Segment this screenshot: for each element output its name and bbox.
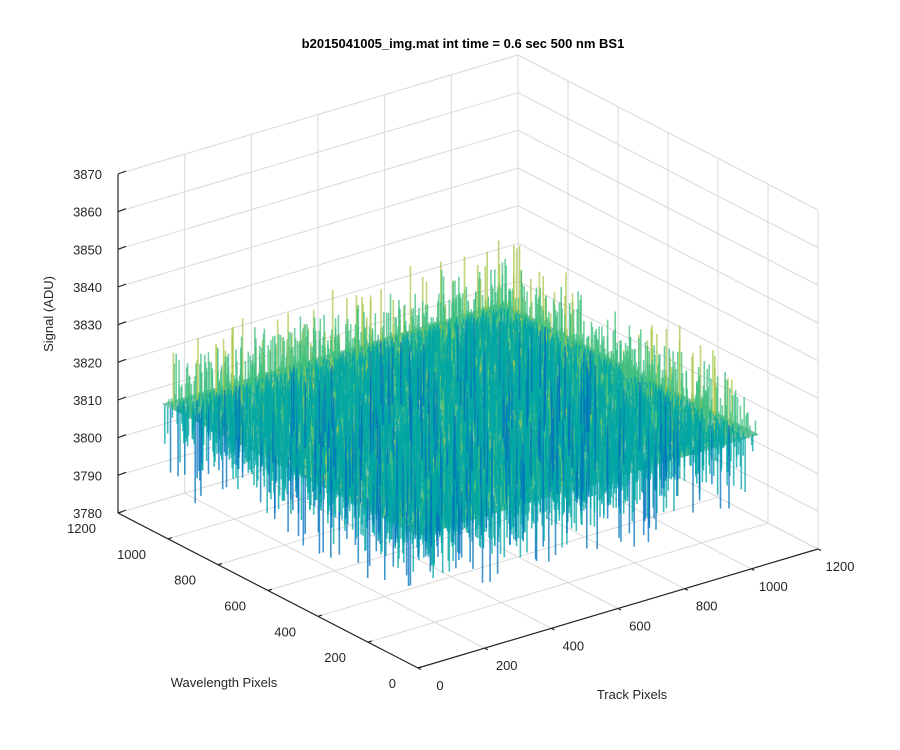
grid-line [367,522,769,643]
noise-surface [162,240,760,586]
grid-line [317,496,719,617]
chart-title: b2015041005_img.mat int time = 0.6 sec 5… [302,36,625,51]
